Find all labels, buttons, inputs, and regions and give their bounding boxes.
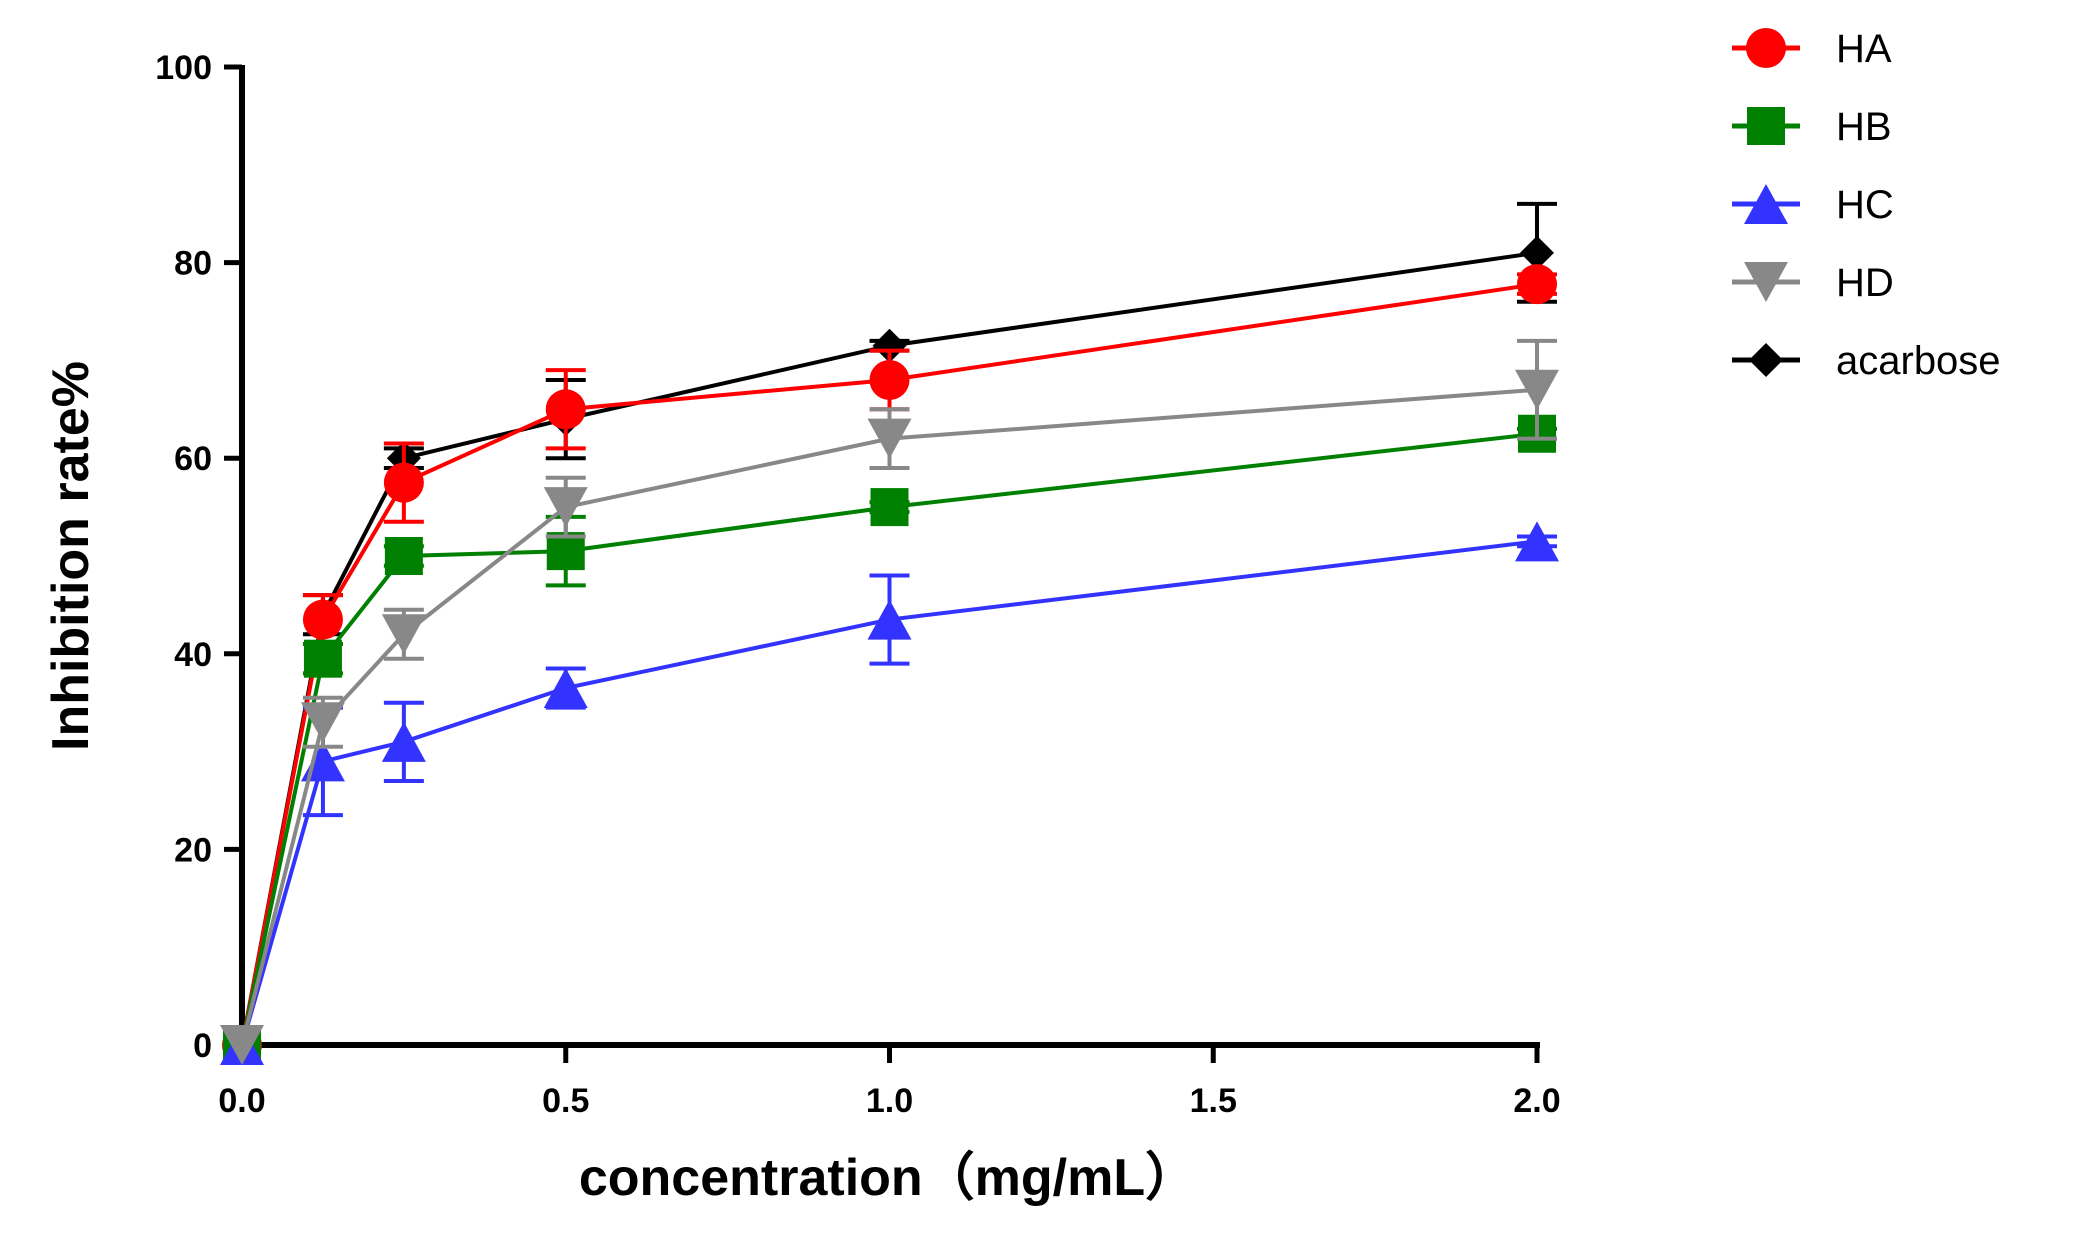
data-point	[1515, 369, 1559, 410]
legend-marker	[1746, 28, 1786, 68]
data-point	[383, 462, 424, 503]
data-point	[1517, 264, 1557, 305]
series-line	[240, 282, 1538, 1046]
y-tick-label: 0	[193, 1027, 212, 1065]
axes: 0 20 40 60 80 100 0.0 0.5 1.0 1.5 2.0	[155, 49, 1560, 1120]
legend-item-HB: HB	[1732, 105, 1892, 149]
y-tick-label: 80	[174, 245, 212, 283]
y-tick-label: 20	[174, 831, 212, 869]
data-point	[381, 614, 426, 655]
legend-label: HA	[1836, 27, 1892, 71]
y-tick-label: 40	[174, 636, 212, 674]
legend-label: HD	[1836, 261, 1894, 305]
data-point	[867, 599, 912, 640]
y-tick-label: 100	[155, 49, 212, 87]
y-axis-title: Inhibition rate%	[42, 361, 100, 751]
data-point	[870, 488, 909, 527]
data-point	[543, 487, 588, 528]
legend-label: HB	[1836, 105, 1892, 149]
legend-marker	[1744, 262, 1788, 302]
data-point	[302, 599, 343, 640]
data-point	[303, 639, 342, 678]
data-point	[872, 328, 907, 363]
legend-marker	[1744, 184, 1788, 224]
legend-label: acarbose	[1836, 339, 2001, 383]
data-point	[300, 702, 345, 743]
legend-item-HD: HD	[1732, 261, 1894, 305]
series-HC	[220, 521, 1559, 1065]
data-point	[543, 668, 588, 709]
x-tick-label: 1.0	[866, 1082, 913, 1120]
data-point	[545, 389, 586, 430]
data-point	[220, 1025, 264, 1065]
series-line	[240, 539, 1538, 1046]
series-line	[240, 431, 1538, 1046]
x-tick-label: 1.5	[1190, 1082, 1237, 1120]
data-point	[869, 359, 910, 400]
series-HD	[220, 338, 1559, 1065]
legend-marker	[1747, 107, 1785, 145]
data-point	[867, 418, 912, 459]
legend: HA HB HC HD acarbose	[1732, 27, 2001, 383]
x-axis-title: concentration（mg/mL）	[579, 1149, 1197, 1207]
series-line	[240, 387, 1538, 1046]
y-tick-label: 60	[174, 440, 212, 478]
plot-series	[220, 201, 1559, 1065]
x-tick-label: 2.0	[1513, 1082, 1560, 1120]
x-tick-label: 0.0	[218, 1082, 265, 1120]
legend-label: HC	[1836, 183, 1894, 227]
legend-marker	[1749, 343, 1783, 377]
legend-item-HC: HC	[1732, 183, 1894, 227]
x-tick-label: 0.5	[542, 1082, 589, 1120]
series-HB	[223, 414, 1557, 1064]
data-point	[384, 537, 423, 575]
data-point	[1520, 235, 1554, 270]
data-point	[1515, 521, 1559, 562]
legend-item-HA: HA	[1732, 27, 1892, 71]
data-point	[381, 721, 426, 762]
data-point	[546, 532, 585, 571]
legend-item-acarbose: acarbose	[1732, 339, 2001, 383]
